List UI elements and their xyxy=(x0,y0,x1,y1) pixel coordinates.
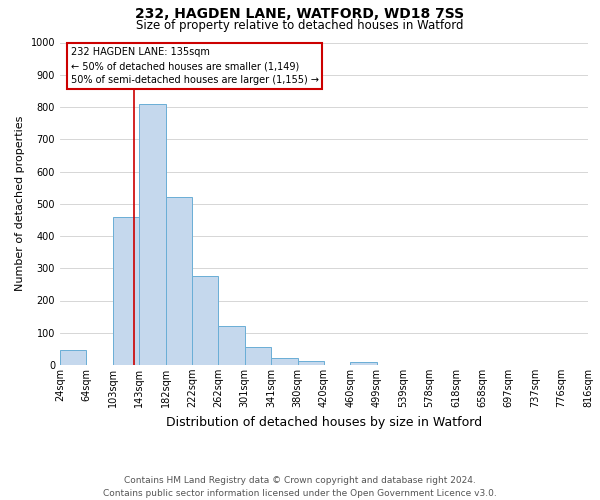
X-axis label: Distribution of detached houses by size in Watford: Distribution of detached houses by size … xyxy=(166,416,482,428)
Text: 232, HAGDEN LANE, WATFORD, WD18 7SS: 232, HAGDEN LANE, WATFORD, WD18 7SS xyxy=(136,8,464,22)
Y-axis label: Number of detached properties: Number of detached properties xyxy=(15,116,25,292)
Bar xyxy=(218,326,245,365)
Bar xyxy=(271,358,298,365)
Bar xyxy=(166,198,192,365)
Bar xyxy=(113,216,139,365)
Bar xyxy=(245,346,271,365)
Text: 232 HAGDEN LANE: 135sqm
← 50% of detached houses are smaller (1,149)
50% of semi: 232 HAGDEN LANE: 135sqm ← 50% of detache… xyxy=(71,48,319,86)
Text: Contains HM Land Registry data © Crown copyright and database right 2024.
Contai: Contains HM Land Registry data © Crown c… xyxy=(103,476,497,498)
Bar xyxy=(298,361,324,365)
Bar xyxy=(350,362,377,365)
Bar xyxy=(192,276,218,365)
Text: Size of property relative to detached houses in Watford: Size of property relative to detached ho… xyxy=(136,19,464,32)
Bar xyxy=(60,350,86,365)
Bar xyxy=(139,104,166,365)
